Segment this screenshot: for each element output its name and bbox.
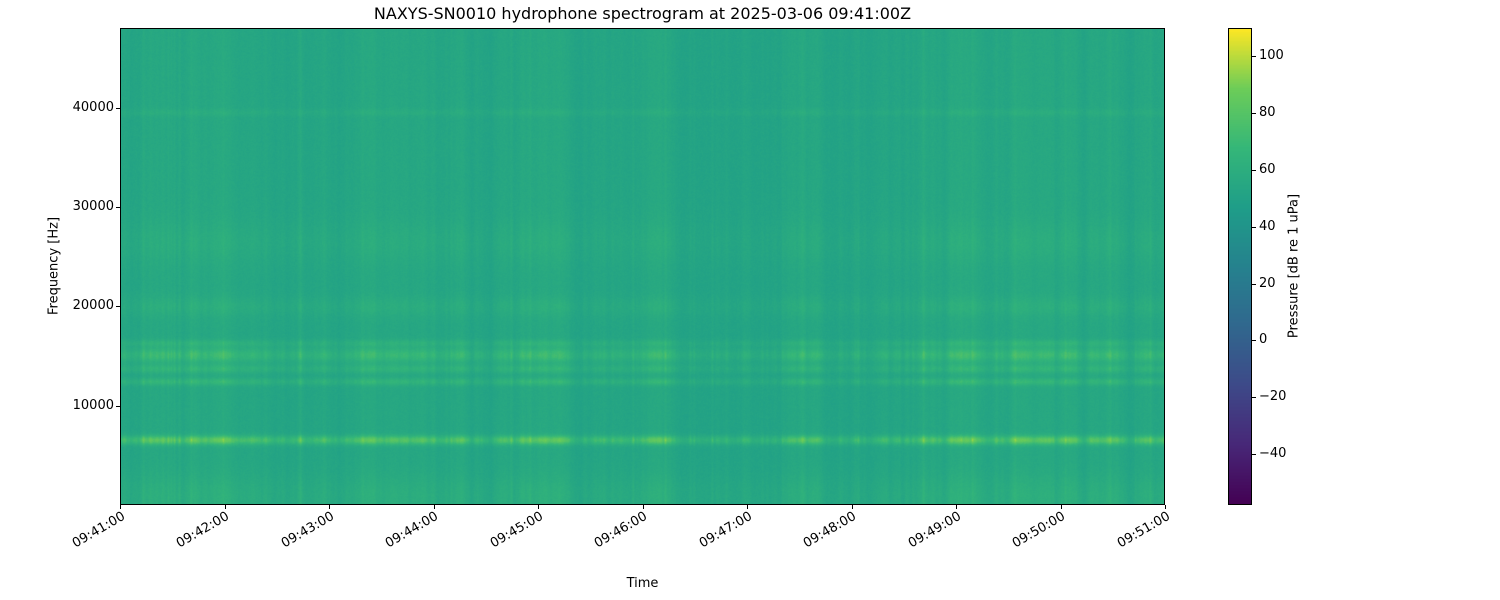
x-tick-mark (538, 505, 539, 509)
x-tick-mark (120, 505, 121, 509)
colorbar-tick-mark (1252, 397, 1256, 399)
x-tick-mark (433, 505, 435, 509)
colorbar-tick-label: −20 (1259, 389, 1287, 405)
y-tick-mark (116, 405, 120, 407)
colorbar-tick-label: 60 (1259, 161, 1276, 177)
spectrogram-heatmap (121, 29, 1164, 504)
x-tick-mark (956, 505, 957, 509)
chart-title: NAXYS-SN0010 hydrophone spectrogram at 2… (373, 4, 912, 23)
y-tick-mark (116, 306, 120, 308)
x-tick-label-text: 09:43:00 (278, 509, 337, 552)
colorbar-tick-label: 0 (1259, 332, 1268, 348)
colorbar-tick-mark (1252, 283, 1256, 285)
x-tick-mark (851, 505, 853, 509)
colorbar-tick-mark (1252, 56, 1256, 58)
x-tick-label-text: 09:42:00 (173, 509, 232, 552)
colorbar-gradient (1229, 29, 1251, 504)
x-tick-label-text: 09:41:00 (69, 509, 128, 552)
x-tick-label-text: 09:46:00 (591, 509, 650, 552)
colorbar-tick-mark (1252, 340, 1256, 342)
colorbar (1228, 28, 1252, 505)
x-tick-label-text: 09:44:00 (382, 509, 441, 552)
colorbar-label-text: Pressure [dB re 1 uPa] (1286, 193, 1302, 339)
colorbar-tick-label: 20 (1259, 275, 1276, 291)
y-tick-mark (116, 107, 120, 109)
x-tick-mark (224, 505, 226, 509)
x-tick-mark (747, 505, 748, 509)
colorbar-tick-mark (1252, 113, 1256, 115)
colorbar-tick-mark (1252, 169, 1256, 171)
colorbar-tick-label: −40 (1259, 445, 1287, 461)
spectrogram-plot-area (120, 28, 1165, 505)
y-tick-mark (116, 206, 120, 208)
colorbar-tick-label: 80 (1259, 105, 1276, 121)
x-tick-label-text: 09:45:00 (487, 509, 546, 552)
colorbar-tick-mark (1252, 453, 1256, 455)
x-tick-mark (642, 505, 644, 509)
y-tick-label: 20000 (72, 298, 114, 314)
y-tick-label: 40000 (72, 99, 114, 115)
x-axis-label: Time (626, 576, 659, 591)
y-tick-label: 30000 (72, 198, 114, 214)
colorbar-tick-label: 100 (1259, 48, 1284, 64)
x-tick-mark (1060, 505, 1062, 509)
colorbar-tick-label: 40 (1259, 218, 1276, 234)
x-tick-mark (1165, 505, 1166, 509)
x-tick-label-text: 09:49:00 (905, 509, 964, 552)
x-tick-label-text: 09:47:00 (696, 509, 755, 552)
x-tick-mark (329, 505, 330, 509)
colorbar-tick-mark (1252, 226, 1256, 228)
x-tick-label-text: 09:48:00 (800, 509, 859, 552)
x-tick-label-text: 09:50:00 (1009, 509, 1068, 552)
y-tick-label: 10000 (72, 397, 114, 413)
x-tick-label-text: 09:51:00 (1114, 509, 1173, 552)
